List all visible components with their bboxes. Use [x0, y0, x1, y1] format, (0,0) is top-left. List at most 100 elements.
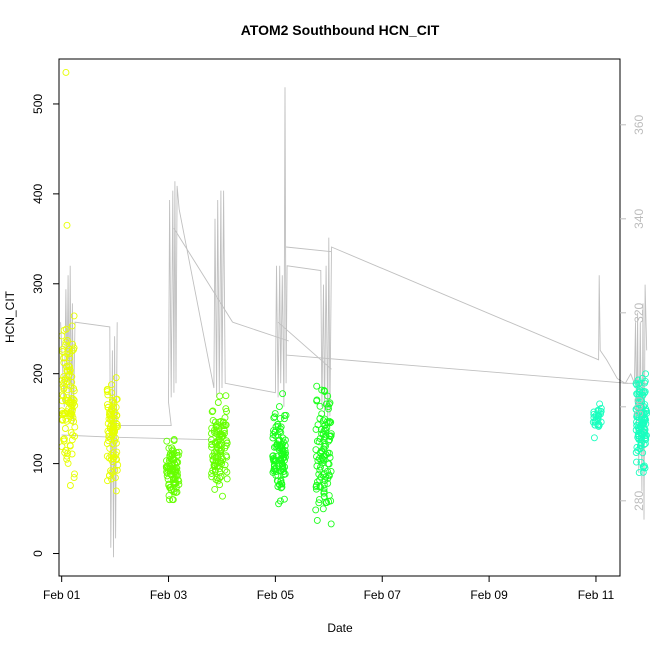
data-point-92 [66, 366, 74, 374]
data-point-439 [269, 452, 277, 460]
data-point-283 [169, 466, 177, 474]
data-point-93 [70, 396, 78, 404]
data-point-500 [280, 450, 288, 458]
data-point-509 [270, 462, 278, 470]
data-point-764 [632, 380, 640, 388]
data-point-194 [109, 440, 117, 448]
data-point-363 [209, 416, 217, 424]
data-point-290 [170, 465, 178, 473]
data-point-400 [219, 418, 227, 426]
y2-tick-label-3: 340 [632, 208, 646, 228]
data-point-739 [635, 419, 643, 427]
data-point-503 [273, 441, 281, 449]
data-point-278 [162, 464, 170, 472]
data-point-174 [107, 416, 115, 424]
x-tick-label-4: Feb 09 [470, 588, 508, 602]
y-tick-label-3: 300 [31, 273, 45, 293]
data-point-105 [68, 394, 76, 402]
data-point-351 [211, 418, 219, 426]
data-point-230 [175, 448, 183, 456]
data-point-108 [59, 411, 67, 418]
data-point-597 [320, 427, 328, 435]
data-point-395 [222, 405, 230, 413]
data-point-484 [274, 422, 282, 430]
data-point-617 [315, 496, 323, 504]
y-tick-label-5: 500 [31, 94, 45, 114]
data-point-401 [217, 418, 225, 425]
data-point-90 [63, 452, 71, 460]
data-point-35 [64, 367, 72, 375]
data-point-221 [170, 487, 178, 495]
data-point-760 [635, 413, 643, 421]
data-point-291 [164, 463, 172, 470]
data-point-29 [71, 432, 79, 440]
y2-tick-label-2: 320 [632, 302, 646, 322]
data-point-749 [641, 426, 649, 434]
data-point-312 [208, 408, 216, 416]
data-point-57 [70, 385, 78, 392]
data-point-299 [222, 392, 230, 400]
data-point-287 [169, 461, 177, 469]
data-point-492 [276, 415, 284, 423]
data-point-37 [63, 337, 71, 344]
data-point-615 [327, 520, 335, 528]
data-point-205 [168, 496, 176, 504]
data-point-523 [312, 506, 320, 514]
data-point-64 [65, 362, 73, 370]
data-point-329 [223, 475, 231, 483]
data-point-32 [64, 459, 72, 467]
data-point-43 [68, 436, 76, 444]
x-tick-label-1: Feb 03 [150, 588, 188, 602]
data-point-610 [327, 497, 335, 505]
data-point-102 [69, 406, 76, 414]
y-tick-label-1: 100 [31, 453, 45, 473]
data-point-502 [282, 411, 290, 419]
data-point-599 [313, 453, 320, 461]
data-point-619 [316, 402, 324, 410]
y-axis-title: HCN_CIT [3, 290, 17, 343]
data-point-276 [165, 492, 173, 500]
data-point-647 [590, 410, 598, 418]
data-point-54 [63, 417, 71, 425]
data-point-326 [216, 392, 224, 400]
data-point-387 [212, 423, 220, 431]
data-point-390 [223, 468, 231, 476]
data-point-750 [633, 458, 640, 466]
data-point-69 [58, 443, 66, 451]
data-point-549 [313, 516, 321, 524]
data-point-192 [109, 449, 117, 457]
data-point-646 [591, 421, 599, 429]
x-axis-title: Date [327, 621, 353, 635]
data-point-319 [221, 414, 229, 422]
data-points [58, 69, 650, 528]
data-point-244 [173, 488, 181, 496]
data-point-157 [104, 391, 112, 399]
secondary-trace-line [60, 87, 648, 558]
data-point-131 [112, 374, 120, 382]
y2-tick-label-0: 280 [632, 490, 646, 510]
data-point-13 [71, 423, 79, 431]
data-point-730 [637, 396, 644, 403]
data-point-614 [313, 396, 321, 404]
data-point-600 [320, 493, 328, 500]
data-point-94 [60, 354, 67, 362]
data-point-709 [633, 381, 641, 389]
data-point-628 [596, 400, 604, 408]
data-point-613 [323, 418, 331, 426]
data-point-497 [276, 480, 283, 488]
data-point-196 [108, 404, 116, 412]
data-point-198 [113, 396, 120, 403]
data-point-63 [66, 350, 74, 358]
data-point-579 [316, 415, 324, 422]
data-point-748 [639, 449, 647, 457]
data-point-179 [112, 403, 120, 411]
data-point-621 [320, 489, 328, 497]
data-point-345 [208, 473, 216, 481]
data-point-767 [639, 420, 647, 428]
y2-axis: 280 300 320 340 360 [620, 114, 646, 511]
data-point-359 [208, 430, 215, 437]
data-point-501 [271, 413, 279, 421]
data-point-72 [61, 425, 69, 432]
data-point-104 [70, 312, 78, 320]
